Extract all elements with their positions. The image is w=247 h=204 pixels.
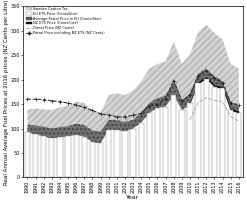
Bar xyxy=(33,134,38,177)
Bar xyxy=(212,87,217,177)
Bar xyxy=(171,95,176,177)
Bar xyxy=(220,88,225,177)
Bar xyxy=(82,137,87,177)
Bar xyxy=(106,130,111,177)
Bar xyxy=(179,110,185,177)
Bar xyxy=(65,136,71,177)
Bar xyxy=(163,106,168,177)
Bar xyxy=(98,143,103,177)
Bar xyxy=(147,113,152,177)
Bar xyxy=(122,131,128,177)
Bar xyxy=(204,79,209,177)
Bar xyxy=(228,110,233,177)
Bar xyxy=(130,129,136,177)
X-axis label: Year: Year xyxy=(126,195,140,200)
Bar xyxy=(41,136,46,177)
Y-axis label: Real Annual Average Fuel Prices at 2016 prices (NZ Cents per Litre): Real Annual Average Fuel Prices at 2016 … xyxy=(4,0,9,185)
Bar xyxy=(155,108,160,177)
Bar xyxy=(74,135,79,177)
Bar xyxy=(25,132,30,177)
Bar xyxy=(236,113,241,177)
Bar xyxy=(195,83,201,177)
Bar xyxy=(49,138,55,177)
Bar xyxy=(57,137,63,177)
Legend: Sweden Carbon Tax, EU ETS Price (Cents/litre), Average Petrol Price in EU (Cents: Sweden Carbon Tax, EU ETS Price (Cents/l… xyxy=(25,6,106,36)
Bar xyxy=(90,142,95,177)
Bar xyxy=(114,130,120,177)
Bar xyxy=(187,103,193,177)
Bar xyxy=(139,123,144,177)
